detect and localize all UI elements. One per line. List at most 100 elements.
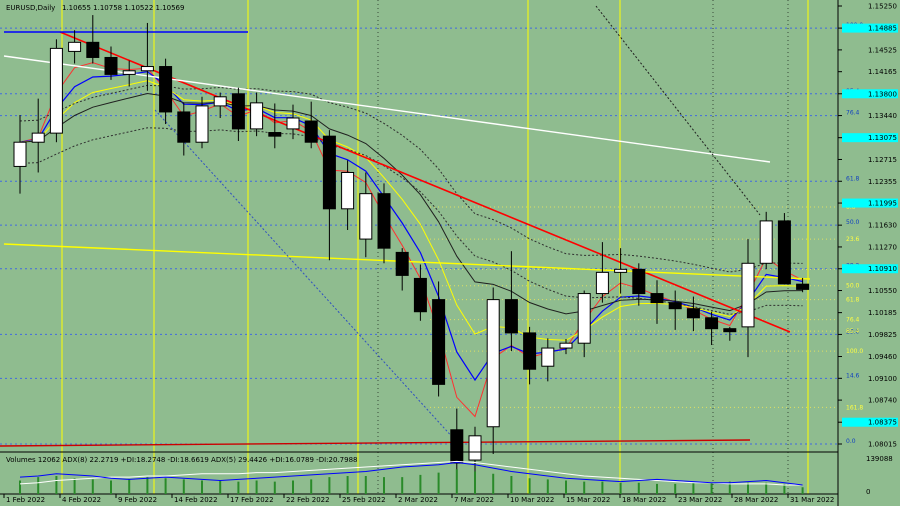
price-tick-label: 1.10185 [868,309,897,317]
bear-candle [523,332,537,370]
bear-candle [432,299,446,385]
price-label-box [842,264,898,274]
time-tick-label: 18 Mar 2022 [622,496,666,504]
bear-candle [668,302,682,310]
volume-scale-bottom: 0 [866,488,870,496]
time-tick-label: 2 Mar 2022 [398,496,438,504]
candles [13,15,810,476]
volume-panel [19,460,804,494]
bull-candle [577,293,591,344]
time-tick-label: 25 Feb 2022 [342,496,386,504]
fib-label: 76.4 [846,110,860,117]
time-tick-label: 7 Mar 2022 [454,496,494,504]
ma-black [19,92,803,315]
bull-candle [122,70,136,75]
price-label-box [842,89,898,99]
bull-candle [213,96,227,107]
bull-candle [359,193,373,240]
bull-candle [614,268,628,273]
bear-candle [86,41,100,58]
time-tick-label: 28 Mar 2022 [734,496,778,504]
di-line [19,461,803,486]
bear-candle [796,283,810,290]
bull-candle [250,102,264,130]
ohlc-values: 1.10655 1.10758 1.10522 1.10569 [62,4,184,12]
bull-candle [595,271,609,295]
price-tick-label: 1.13800 [868,90,897,98]
symbol-info: EURUSD,Daily [6,4,55,12]
time-tick-label: 22 Feb 2022 [286,496,330,504]
bear-candle [304,120,318,143]
bear-candle [777,220,791,285]
time-tick-label: 31 Mar 2022 [790,496,834,504]
fib-label-small: 100.0 [846,348,863,355]
envelope-upper [19,84,803,273]
bull-candle [140,66,154,72]
fib-label-small: 23.6 [846,236,860,243]
bull-candle [468,435,482,461]
time-axis: 1 Feb 2022 4 Feb 2022 9 Feb 2022 14 Feb 202… [3,494,834,504]
red-base-line [0,439,751,447]
fib-label: 61.8 [846,175,860,182]
price-tick-label: 1.09460 [868,353,897,361]
bull-candle [759,220,773,264]
price-tick-label: 1.09825 [868,331,897,339]
time-tick-label: 4 Feb 2022 [62,496,101,504]
fib-label: 50.0 [846,219,860,226]
fib-label-small: 85.4 [846,328,860,335]
bull-candle [286,117,300,130]
bear-candle [322,135,336,210]
bear-candle [413,277,427,313]
price-tick-label: 1.14885 [868,25,897,33]
bear-candle [723,328,737,333]
time-tick-label: 23 Mar 2022 [678,496,722,504]
bull-candle [559,342,573,349]
bull-candle [541,347,555,367]
price-tick-label: 1.13075 [868,134,897,142]
price-tick-label: 1.15250 [868,3,897,11]
price-tick-label: 1.10910 [868,265,897,273]
bear-candle [377,193,391,249]
fib-label-small: 161.8 [846,404,863,411]
bear-candle [705,317,719,330]
fib-label-small: 61.8 [846,297,860,304]
fib-label: 14.6 [846,372,860,379]
bull-candle [195,105,209,143]
fib-label-small: 76.4 [846,317,860,324]
channel-dotted-line [595,5,761,216]
price-tick-label: 1.11630 [868,222,897,230]
bull-candle [13,141,27,167]
bear-candle [104,56,118,75]
bear-candle [650,293,664,304]
bear-candle [450,429,464,464]
price-tick-label: 1.10550 [868,287,897,295]
bear-candle [632,268,646,295]
bear-candle [268,132,282,137]
time-tick-label: 1 Feb 2022 [6,496,45,504]
time-tick-label: 9 Feb 2022 [118,496,157,504]
price-tick-label: 1.13440 [868,112,897,120]
bear-candle [177,111,191,143]
bull-candle [31,132,45,143]
price-tick-label: 1.08375 [868,419,897,427]
bear-candle [395,251,409,276]
price-tick-label: 1.11270 [868,243,897,251]
fib-label: 23.6 [846,328,860,335]
price-label-box [842,417,898,427]
time-tick-label: 15 Mar 2022 [566,496,610,504]
price-tick-label: 1.09100 [868,375,897,383]
bear-candle [159,66,173,113]
time-tick-label: 17 Feb 2022 [230,496,274,504]
price-tick-label: 1.12715 [868,156,897,164]
price-label-box [842,23,898,33]
price-label-box [842,133,898,143]
adx-line [19,460,803,486]
price-tick-label: 1.11995 [868,200,897,208]
price-tick-label: 1.14525 [868,46,897,54]
bull-candle [341,171,355,210]
bull-candle [49,47,63,134]
bull-candle [68,41,82,52]
